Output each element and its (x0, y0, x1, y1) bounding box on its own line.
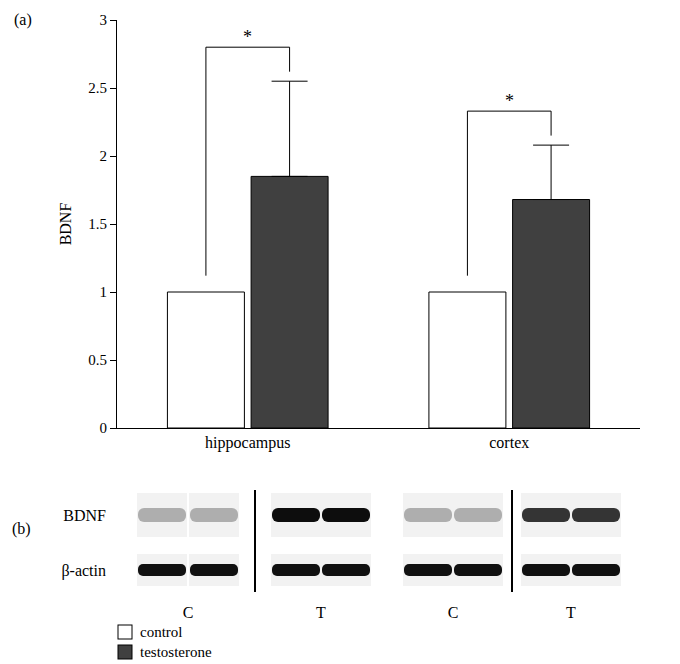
svg-text:β-actin: β-actin (61, 562, 106, 580)
svg-text:2.5: 2.5 (88, 80, 107, 96)
svg-text:(b): (b) (12, 520, 31, 538)
svg-text:3: 3 (100, 12, 108, 28)
svg-text:0.5: 0.5 (88, 352, 107, 368)
svg-text:T: T (566, 604, 576, 621)
svg-text:C: C (183, 604, 194, 621)
svg-text:*: * (505, 91, 514, 111)
svg-text:control: control (140, 624, 183, 640)
svg-text:T: T (316, 604, 326, 621)
svg-text:0: 0 (100, 420, 108, 436)
svg-text:(a): (a) (14, 11, 32, 29)
svg-text:2: 2 (100, 148, 108, 164)
svg-text:*: * (243, 27, 252, 47)
svg-text:1.5: 1.5 (88, 216, 107, 232)
svg-text:testosterone: testosterone (140, 644, 212, 660)
svg-text:C: C (448, 604, 459, 621)
svg-text:BDNF: BDNF (57, 203, 74, 246)
svg-text:hippocampus: hippocampus (205, 434, 290, 452)
svg-text:cortex: cortex (489, 434, 529, 451)
svg-text:1: 1 (100, 284, 108, 300)
svg-text:BDNF: BDNF (63, 507, 106, 524)
